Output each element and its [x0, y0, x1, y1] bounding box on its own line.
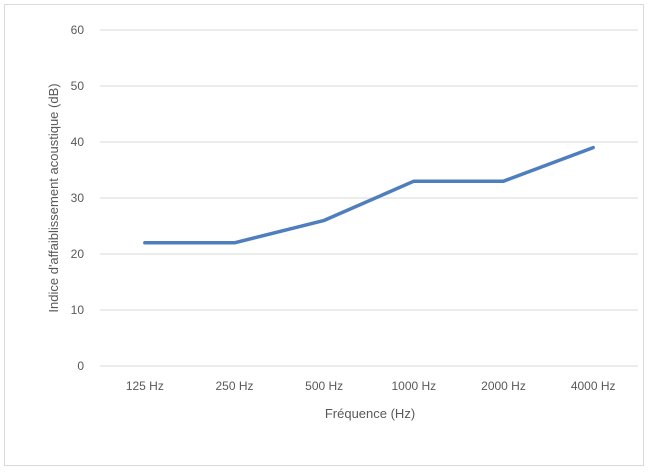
y-tick-label: 0 — [77, 359, 84, 373]
y-tick-label: 30 — [71, 191, 85, 205]
x-tick-label: 2000 Hz — [481, 379, 526, 393]
x-tick-label: 125 Hz — [126, 379, 164, 393]
x-tick-label: 250 Hz — [215, 379, 253, 393]
x-tick-label: 1000 Hz — [391, 379, 436, 393]
gridlines — [100, 29, 638, 367]
y-axis-title: Indice d'affaiblissement acoustique (dB) — [46, 83, 61, 312]
chart-frame — [4, 4, 644, 466]
x-tick-label: 4000 Hz — [571, 379, 616, 393]
x-axis-title: Fréquence (Hz) — [325, 406, 415, 421]
y-tick-label: 50 — [71, 79, 85, 93]
x-tick-label: 500 Hz — [305, 379, 343, 393]
y-tick-label: 60 — [71, 23, 85, 37]
series-group — [143, 145, 595, 245]
y-tick-label: 40 — [71, 135, 85, 149]
y-tick-label: 20 — [71, 247, 85, 261]
y-tick-label: 10 — [71, 303, 85, 317]
series-line — [143, 145, 595, 245]
x-tick-labels: 125 Hz 250 Hz 500 Hz 1000 Hz 2000 Hz 4000 Hz — [126, 379, 616, 393]
y-tick-labels: 0 10 20 30 40 50 60 — [71, 23, 85, 373]
